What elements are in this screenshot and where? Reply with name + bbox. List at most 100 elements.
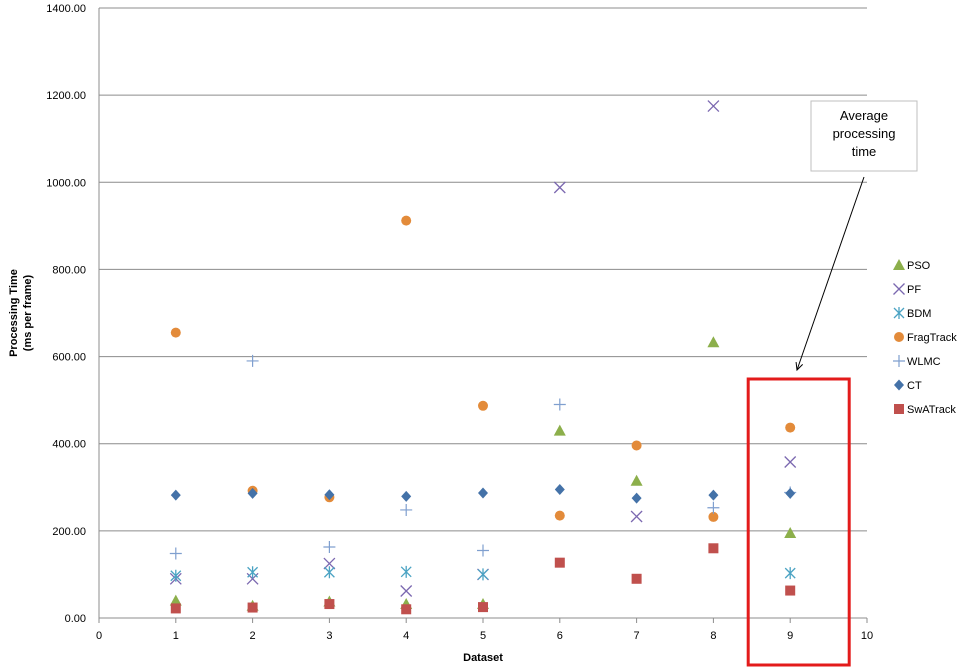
legend-item-pso: PSO	[893, 259, 931, 272]
data-point-pf	[784, 456, 797, 468]
data-point-pso	[553, 424, 566, 436]
data-point-pf	[630, 510, 643, 523]
y-tick-label: 600.00	[52, 352, 86, 364]
y-tick-label: 1200.00	[46, 90, 86, 102]
y-axis-title-line-2: (ms per frame)	[22, 274, 34, 351]
data-point-ct	[247, 487, 258, 499]
annotation-callout: Average processing time	[795, 100, 918, 372]
data-point-wlmc	[169, 547, 182, 560]
legend-label: FragTrack	[907, 332, 957, 344]
data-point-pso	[630, 474, 643, 486]
annotation-text-line-2: processing	[833, 126, 896, 141]
x-tick-label: 8	[710, 630, 716, 642]
data-point-ct	[785, 487, 796, 499]
x-axis-title: Dataset	[463, 652, 503, 664]
data-point-bdm	[400, 565, 412, 578]
series-ct	[170, 483, 796, 504]
x-tick-label: 6	[557, 630, 563, 642]
legend-item-ct: CT	[894, 379, 922, 392]
legend-marker-swatrack	[894, 404, 904, 414]
data-point-pso	[784, 527, 797, 539]
x-tick-label: 3	[326, 630, 332, 642]
x-tick-label: 2	[250, 630, 256, 642]
x-tick-label: 5	[480, 630, 486, 642]
data-point-wlmc	[553, 398, 566, 411]
data-point-wlmc	[477, 544, 489, 557]
y-axis-title: Processing Time (ms per frame)	[8, 269, 34, 357]
annotation-box	[810, 100, 918, 172]
legend-label: SwATrack	[907, 404, 956, 416]
data-point-swatrack	[401, 604, 412, 615]
y-tick-label: 200.00	[52, 526, 86, 538]
y-tick-label: 1400.00	[46, 3, 86, 15]
data-point-bdm	[170, 569, 182, 582]
y-tick-label: 1000.00	[46, 177, 86, 189]
x-tick-label: 1	[173, 630, 179, 642]
annotation-text-line-3: time	[852, 144, 877, 159]
data-point-wlmc	[707, 501, 720, 514]
data-point-fragtrack	[708, 511, 719, 522]
data-points	[169, 100, 797, 615]
data-point-wlmc	[323, 540, 336, 553]
x-axis-tick-labels: 0 1 2 3 4 5 6 7 8 9 10	[96, 618, 873, 642]
data-point-wlmc	[400, 503, 413, 516]
legend-item-fragtrack: FragTrack	[894, 332, 957, 344]
annotation-arrowhead	[795, 361, 804, 372]
y-tick-label: 0.00	[65, 613, 86, 625]
highlight-box	[746, 377, 851, 667]
series-pf	[169, 100, 797, 597]
data-point-bdm	[477, 568, 489, 581]
legend-label: BDM	[907, 308, 931, 320]
legend-marker-pso	[893, 259, 905, 270]
data-point-ct	[708, 489, 719, 501]
data-point-ct	[170, 489, 181, 501]
data-point-pf	[400, 585, 413, 597]
data-point-ct	[554, 483, 565, 495]
x-tick-label: 7	[634, 630, 640, 642]
data-point-fragtrack	[631, 440, 642, 451]
data-point-bdm	[784, 567, 796, 580]
legend-marker-bdm	[893, 307, 905, 319]
data-point-swatrack	[324, 599, 335, 610]
data-point-swatrack	[478, 602, 488, 613]
data-point-pf	[553, 181, 566, 194]
data-point-swatrack	[554, 557, 565, 568]
data-point-pso	[169, 594, 182, 606]
annotation-arrow	[796, 176, 865, 371]
data-point-fragtrack	[478, 400, 488, 411]
x-tick-label: 9	[787, 630, 793, 642]
data-point-ct	[631, 492, 642, 504]
data-point-pso	[707, 336, 720, 348]
legend-item-bdm: BDM	[893, 307, 931, 320]
data-point-fragtrack	[170, 327, 181, 338]
x-tick-label: 0	[96, 630, 102, 642]
data-point-ct	[478, 487, 488, 499]
legend-marker-fragtrack	[894, 332, 904, 342]
gridlines	[99, 7, 867, 532]
x-tick-label: 4	[403, 630, 409, 642]
legend-label: WLMC	[907, 356, 941, 368]
data-point-ct	[401, 490, 412, 502]
legend-label: PF	[907, 284, 921, 296]
series-fragtrack	[170, 215, 796, 522]
y-tick-label: 400.00	[52, 439, 86, 451]
legend-marker-pf	[893, 283, 905, 295]
data-point-swatrack	[247, 602, 258, 613]
series-wlmc	[169, 354, 797, 560]
legend-item-wlmc: WLMC	[893, 355, 941, 368]
data-point-swatrack	[785, 585, 796, 596]
data-point-fragtrack	[785, 422, 796, 433]
data-point-fragtrack	[554, 510, 565, 521]
data-point-wlmc	[246, 354, 259, 367]
annotation-text-line-1: Average	[840, 108, 888, 123]
x-tick-label: 10	[861, 630, 873, 642]
data-point-swatrack	[170, 603, 181, 614]
data-point-fragtrack	[401, 215, 412, 226]
y-axis-tick-labels: 0.00 200.00 400.00 600.00 800.00 1000.00 1200.…	[46, 3, 86, 625]
series-bdm	[170, 565, 796, 582]
legend-label: PSO	[907, 260, 931, 272]
data-point-bdm	[323, 566, 335, 579]
legend-item-pf: PF	[893, 283, 921, 296]
y-axis-title-line-1: Processing Time	[8, 269, 20, 357]
